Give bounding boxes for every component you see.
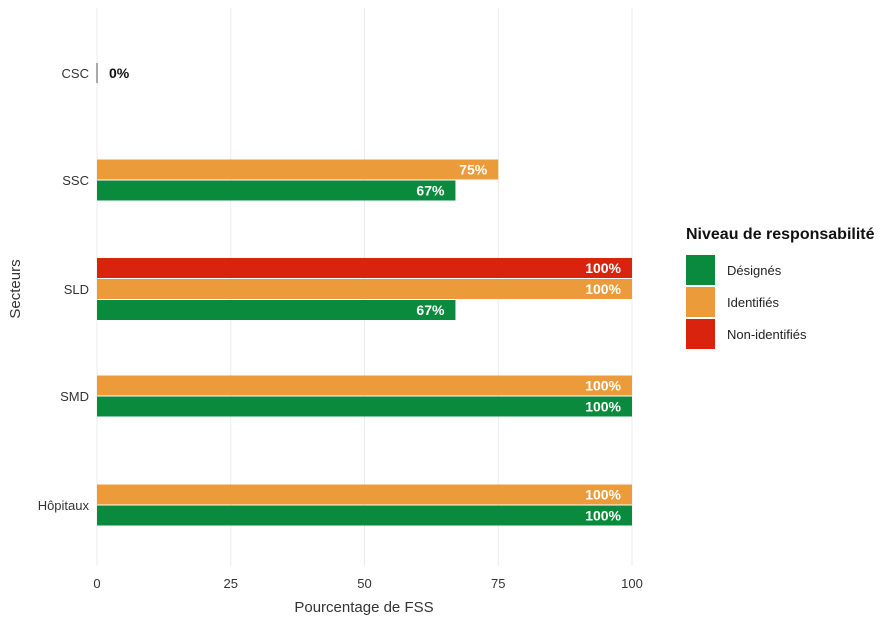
x-tick-label: 25	[224, 576, 238, 591]
x-axis-title: Pourcentage de FSS	[294, 599, 433, 616]
bar	[97, 375, 632, 396]
bar-value-label: 75%	[459, 162, 488, 178]
legend-swatch	[686, 287, 715, 317]
legend-swatch	[686, 255, 715, 285]
bar-value-label: 100%	[585, 378, 621, 394]
y-tick-label: SLD	[64, 282, 89, 297]
legend-swatch	[686, 319, 715, 349]
legend-items: Désignés Identifiés Non-identifiés	[686, 254, 875, 350]
bar	[97, 396, 632, 417]
y-tick-label: SSC	[62, 173, 89, 188]
bar-value-label: 100%	[585, 508, 621, 524]
bars-group: 0% 75% 67% 100% 100% 67% 100% 100% 100% 100%	[96, 63, 632, 526]
y-tick-label: SMD	[60, 389, 89, 404]
bar-value-label: 67%	[416, 183, 445, 199]
bar	[97, 279, 632, 299]
x-tick-label: 50	[357, 576, 371, 591]
bar	[97, 484, 632, 505]
y-tick-label: CSC	[62, 66, 89, 81]
bar	[97, 300, 456, 320]
bar-value-label: 0%	[109, 65, 130, 81]
legend-item: Désignés	[686, 254, 875, 286]
y-tick-labels: CSC SSC SLD SMD Hôpitaux	[38, 66, 90, 513]
legend-item: Non-identifiés	[686, 318, 875, 350]
x-tick-labels: 0 25 50 75 100	[93, 576, 642, 591]
bar	[97, 159, 499, 180]
x-tick-label: 0	[93, 576, 100, 591]
legend: Niveau de responsabilité Désignés Identif…	[686, 226, 875, 350]
bar	[97, 180, 456, 201]
bar-value-label: 100%	[585, 260, 621, 276]
y-axis-title: Secteurs	[7, 259, 24, 318]
x-tick-label: 75	[491, 576, 505, 591]
legend-title: Niveau de responsabilité	[686, 226, 875, 243]
bar-value-label: 67%	[416, 302, 445, 318]
legend-label: Désignés	[727, 262, 782, 278]
bar	[97, 505, 632, 526]
x-tick-label: 100	[621, 576, 643, 591]
legend-item: Identifiés	[686, 286, 875, 318]
bar-value-label: 100%	[585, 487, 621, 503]
bar-value-label: 100%	[585, 281, 621, 297]
y-tick-label: Hôpitaux	[38, 498, 90, 513]
legend-label: Identifiés	[727, 294, 780, 310]
bar	[97, 258, 632, 278]
legend-label: Non-identifiés	[727, 326, 807, 342]
bar-value-label: 100%	[585, 399, 621, 415]
